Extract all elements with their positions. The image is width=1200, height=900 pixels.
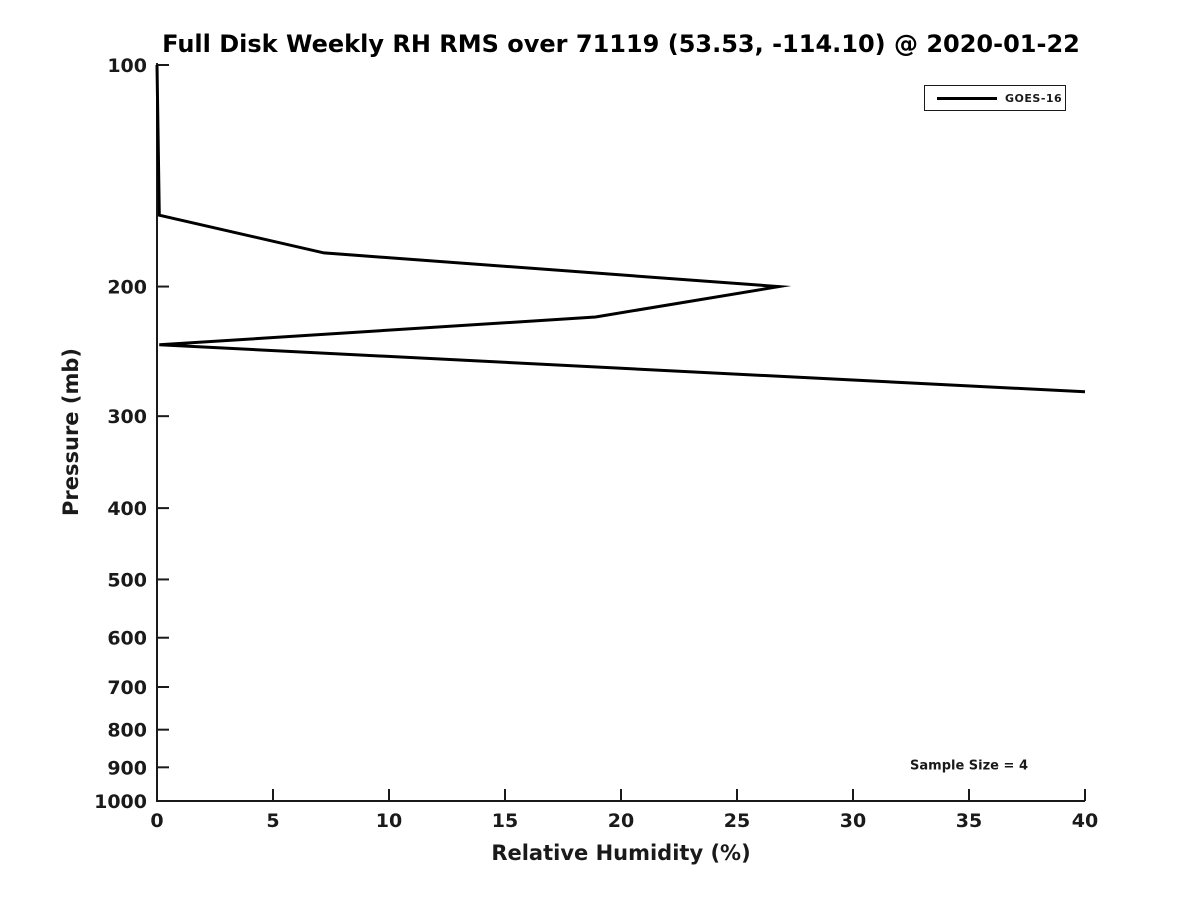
- y-tick-label: 500: [107, 569, 147, 591]
- x-tick-label: 0: [150, 810, 163, 832]
- chart-title: Full Disk Weekly RH RMS over 71119 (53.5…: [162, 30, 1080, 58]
- axis-spines: [156, 63, 1085, 802]
- y-tick-label: 300: [107, 406, 147, 428]
- y-axis-label: Pressure (mb): [59, 348, 83, 516]
- x-tick-label: 5: [266, 810, 279, 832]
- x-tick-label: 35: [956, 810, 982, 832]
- legend: GOES-16: [924, 85, 1066, 111]
- x-tick-label: 10: [376, 810, 402, 832]
- y-tick-label: 800: [107, 720, 147, 742]
- x-tick-label: 30: [840, 810, 866, 832]
- x-tick-label: 40: [1072, 810, 1098, 832]
- x-tick-label: 25: [724, 810, 750, 832]
- x-tick-label: 15: [492, 810, 518, 832]
- x-axis-label: Relative Humidity (%): [491, 841, 751, 865]
- sample-size-annotation: Sample Size = 4: [910, 758, 1028, 774]
- y-tick-label: 600: [107, 628, 147, 650]
- y-tick-label: 200: [107, 277, 147, 299]
- y-tick-label: 700: [107, 677, 147, 699]
- legend-line-sample-icon: [937, 96, 997, 100]
- y-tick-label: 100: [107, 55, 147, 77]
- series-group: [155, 64, 1086, 394]
- y-tick-label: 900: [107, 757, 147, 779]
- legend-label: GOES-16: [1005, 91, 1063, 105]
- y-tick-label: 400: [107, 498, 147, 520]
- series-line-goes-16: [155, 64, 1086, 394]
- y-tick-label: 1000: [94, 791, 147, 813]
- x-tick-label: 20: [608, 810, 634, 832]
